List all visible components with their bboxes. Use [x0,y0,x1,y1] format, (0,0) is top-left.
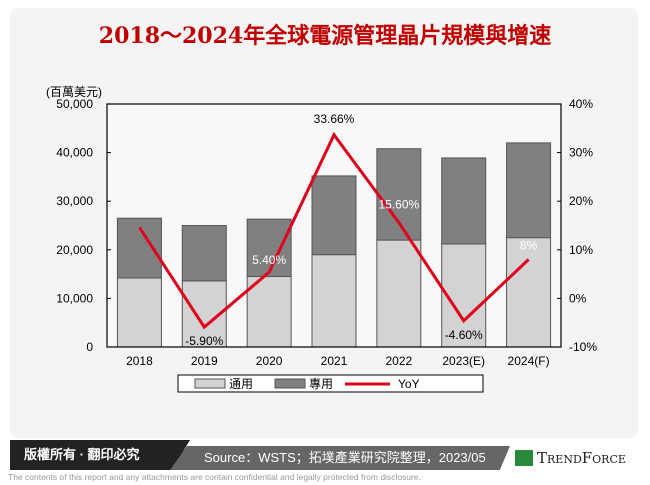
yoy-line [138,131,530,330]
bar-通用 [311,254,357,348]
disclaimer: The contents of this report and any atta… [8,472,421,482]
yoy-data-label: 33.66% [314,112,355,126]
bar-通用 [116,277,162,348]
bar-專用 [311,175,357,256]
y2-tick-label: 40% [569,97,593,111]
y2-tick-label: 20% [569,194,593,208]
footer: 版權所有 · 翻印必究 Source：WSTS；拓墣產業研究院整理，2023/0… [0,440,650,470]
legend-swatch-專用 [274,378,306,389]
y-tick-label: 10,000 [56,291,93,305]
logo-text: TrendForce [537,449,626,467]
y-tick-label: 40,000 [56,146,93,160]
bar-通用 [506,237,552,348]
bar-專用 [116,217,162,279]
y-tick-label: 20,000 [56,243,93,257]
y2-tick-label: 0% [569,291,587,305]
x-tick-label: 2022 [386,354,413,368]
bar-專用 [506,142,552,239]
logo-mark-icon [515,450,533,466]
bar-專用 [181,225,227,282]
legend-label: 專用 [309,377,333,391]
plot-border [106,103,562,348]
y2-tick-label: 10% [569,243,593,257]
bar-通用 [376,239,422,348]
chart: (百萬美元) 0 10,000 20,000 30,000 40,000 50,000 -10… [46,85,597,393]
x-tick-label: 2021 [321,354,348,368]
bar-專用 [246,218,292,278]
x-tick-label: 2019 [191,354,218,368]
x-tick-label: 2024(F) [508,354,550,368]
source-label: Source：WSTS；拓墣產業研究院整理，2023/05 [170,446,510,470]
yoy-data-label: 15.60% [379,198,420,212]
y-tick-label: 0 [86,340,93,354]
yoy-data-label: -5.90% [185,334,223,348]
legend-label: YoY [398,377,420,391]
y2-tick-label: 30% [569,146,593,160]
x-tick-label: 2020 [256,354,283,368]
yoy-data-label: 5.40% [252,253,286,267]
bar-專用 [441,157,487,245]
copyright-label: 版權所有 · 翻印必究 [10,440,190,470]
yoy-data-label: -4.60% [445,328,483,342]
legend-swatch-通用 [194,378,226,389]
legend-label: 通用 [229,377,253,391]
chart-title: 2018～2024年全球電源管理晶片規模與增速 [98,23,552,49]
legend-box [177,374,484,393]
yoy-data-label: 8% [520,239,538,253]
trendforce-logo: TrendForce [515,446,626,470]
y-tick-label: 50,000 [56,97,93,111]
y-tick-label: 30,000 [56,194,93,208]
bar-通用 [441,243,487,348]
bar-專用 [376,148,422,241]
y-axis-unit: (百萬美元) [46,85,102,99]
y2-tick-label: -10% [569,340,597,354]
bar-通用 [246,276,292,348]
x-tick-label: 2018 [126,354,153,368]
x-tick-label: 2023(E) [442,354,485,368]
